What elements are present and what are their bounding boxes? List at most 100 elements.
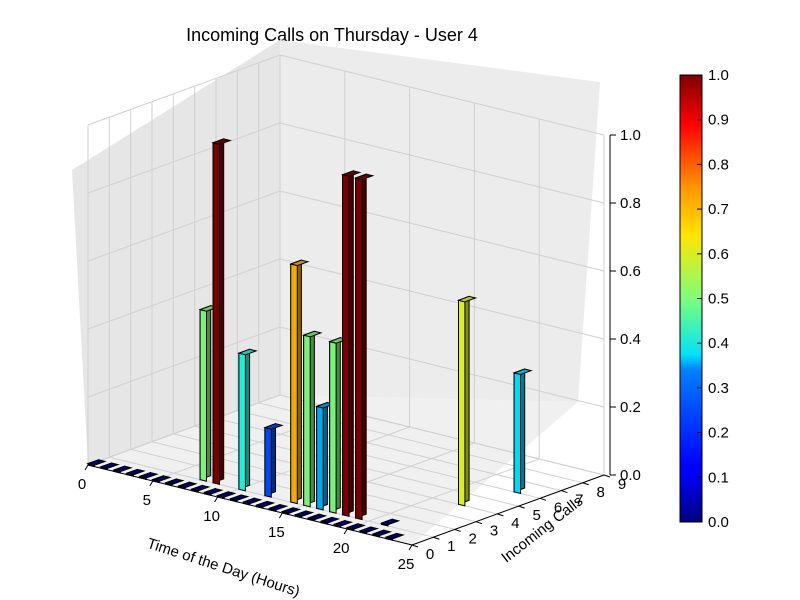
bar-top-face (125, 468, 146, 476)
bar (314, 401, 336, 511)
colorbar-tick-label: 0.6 (708, 246, 729, 263)
y-tick-label: 3 (490, 523, 498, 540)
bar-top-face (237, 348, 258, 356)
bar (215, 491, 237, 500)
chart-title: Incoming Calls on Thursday - User 4 (186, 25, 478, 45)
bar-top-face (202, 488, 224, 495)
bar-front-face (342, 174, 350, 518)
x-tick-label: 20 (333, 540, 350, 557)
colorbar-tick-label: 0.4 (708, 335, 729, 352)
bar (379, 518, 401, 527)
y-tick-label: 1 (447, 538, 455, 555)
colorbar-tick-label: 0.1 (708, 469, 729, 486)
bar (254, 500, 276, 509)
bar (384, 532, 405, 541)
z-tick-label: 0.4 (620, 331, 641, 348)
bar-top-face (371, 529, 393, 537)
y-tick-label: 2 (468, 530, 476, 547)
x-tick-mark (149, 480, 154, 487)
bar-top-face (384, 532, 405, 540)
y-tick-mark (539, 497, 547, 501)
bar (198, 304, 219, 482)
y-tick-mark (582, 482, 589, 486)
bar-top-face (332, 520, 354, 527)
bar-top-face (176, 481, 198, 489)
x-tick-mark (214, 496, 219, 503)
y-tick-label: 5 (532, 507, 540, 524)
z-tick-label: 0.2 (620, 399, 641, 416)
bar-top-face (86, 459, 107, 466)
bar-front-face (303, 334, 311, 508)
y-tick-label: 4 (511, 515, 519, 532)
bar-top-face (138, 472, 159, 479)
bar-top-face (353, 173, 375, 181)
grid-line-z (87, 54, 605, 136)
bar-top-face (228, 494, 250, 501)
bar (237, 348, 258, 492)
bar-front-face (238, 352, 246, 492)
y-tick-label: 6 (554, 499, 562, 516)
colorbar-tick-label: 0.9 (708, 112, 729, 129)
y-tick-mark (454, 528, 461, 532)
grid-line-z (87, 122, 605, 204)
y-axis-line (411, 474, 605, 546)
z-tick-label: 0.0 (620, 467, 641, 484)
x-tick-label: 25 (398, 556, 415, 573)
x-axis-label: Time of the Day (Hours) (145, 535, 302, 600)
x-tick-mark (278, 512, 283, 519)
z-tick-label: 1.0 (620, 127, 641, 144)
bar (211, 138, 232, 486)
bar-top-face (99, 462, 120, 469)
axes-panes (72, 40, 600, 545)
x-tick-label: 10 (203, 508, 220, 525)
bar-front-face (264, 426, 272, 498)
bar-top-face (254, 500, 276, 508)
bar-top-face (211, 138, 232, 145)
y-tick-mark (518, 505, 525, 509)
bar-top-face (215, 491, 237, 498)
x-tick-label: 15 (268, 524, 285, 541)
bar-top-face (267, 504, 289, 511)
y-tick-mark (433, 536, 440, 540)
bar (319, 516, 341, 525)
bar-top-face (306, 513, 328, 521)
bar-top-face (241, 497, 263, 505)
bar (293, 510, 315, 519)
x-tick-label: 5 (143, 492, 151, 509)
bar (176, 481, 198, 490)
colorbar-ticks: 0.0 0.1 0.2 0.3 0.4 0.5 0.6 0.7 0.8 0.9 1.0 (697, 67, 729, 531)
x-tick-label: 0 (78, 476, 86, 493)
bar-front-face (355, 177, 363, 521)
y-tick-label: 0 (426, 546, 434, 563)
bar (189, 484, 211, 493)
bar-top-face (263, 423, 284, 430)
bar-top-face (319, 516, 341, 524)
bar-top-face (293, 510, 315, 517)
bar-front-face (212, 142, 220, 486)
bar-top-face (340, 170, 362, 177)
colorbar-tick-label: 0.3 (708, 380, 729, 397)
colorbar-tick-label: 0.8 (708, 156, 729, 173)
colorbar-tick-label: 0.5 (708, 291, 729, 308)
bar (512, 368, 533, 495)
x-axis-line (87, 464, 413, 546)
y-tick-label: 9 (618, 476, 626, 493)
y-tick-mark (475, 521, 483, 525)
bar (263, 422, 284, 498)
y-tick-mark (497, 513, 504, 517)
x-tick-mark (343, 528, 348, 535)
bar (267, 503, 289, 513)
bar (340, 170, 362, 518)
bar-top-face (280, 507, 302, 514)
bar-top-face (512, 368, 533, 376)
bar-top-face (112, 465, 133, 473)
axes-lines (87, 135, 611, 546)
bar-top-face (379, 518, 401, 526)
bar-top-face (456, 295, 478, 303)
bar-top-face (358, 526, 380, 533)
bar-top-face (345, 523, 367, 530)
bar-top-face (151, 475, 172, 482)
bar (289, 259, 310, 505)
bar (328, 336, 349, 514)
